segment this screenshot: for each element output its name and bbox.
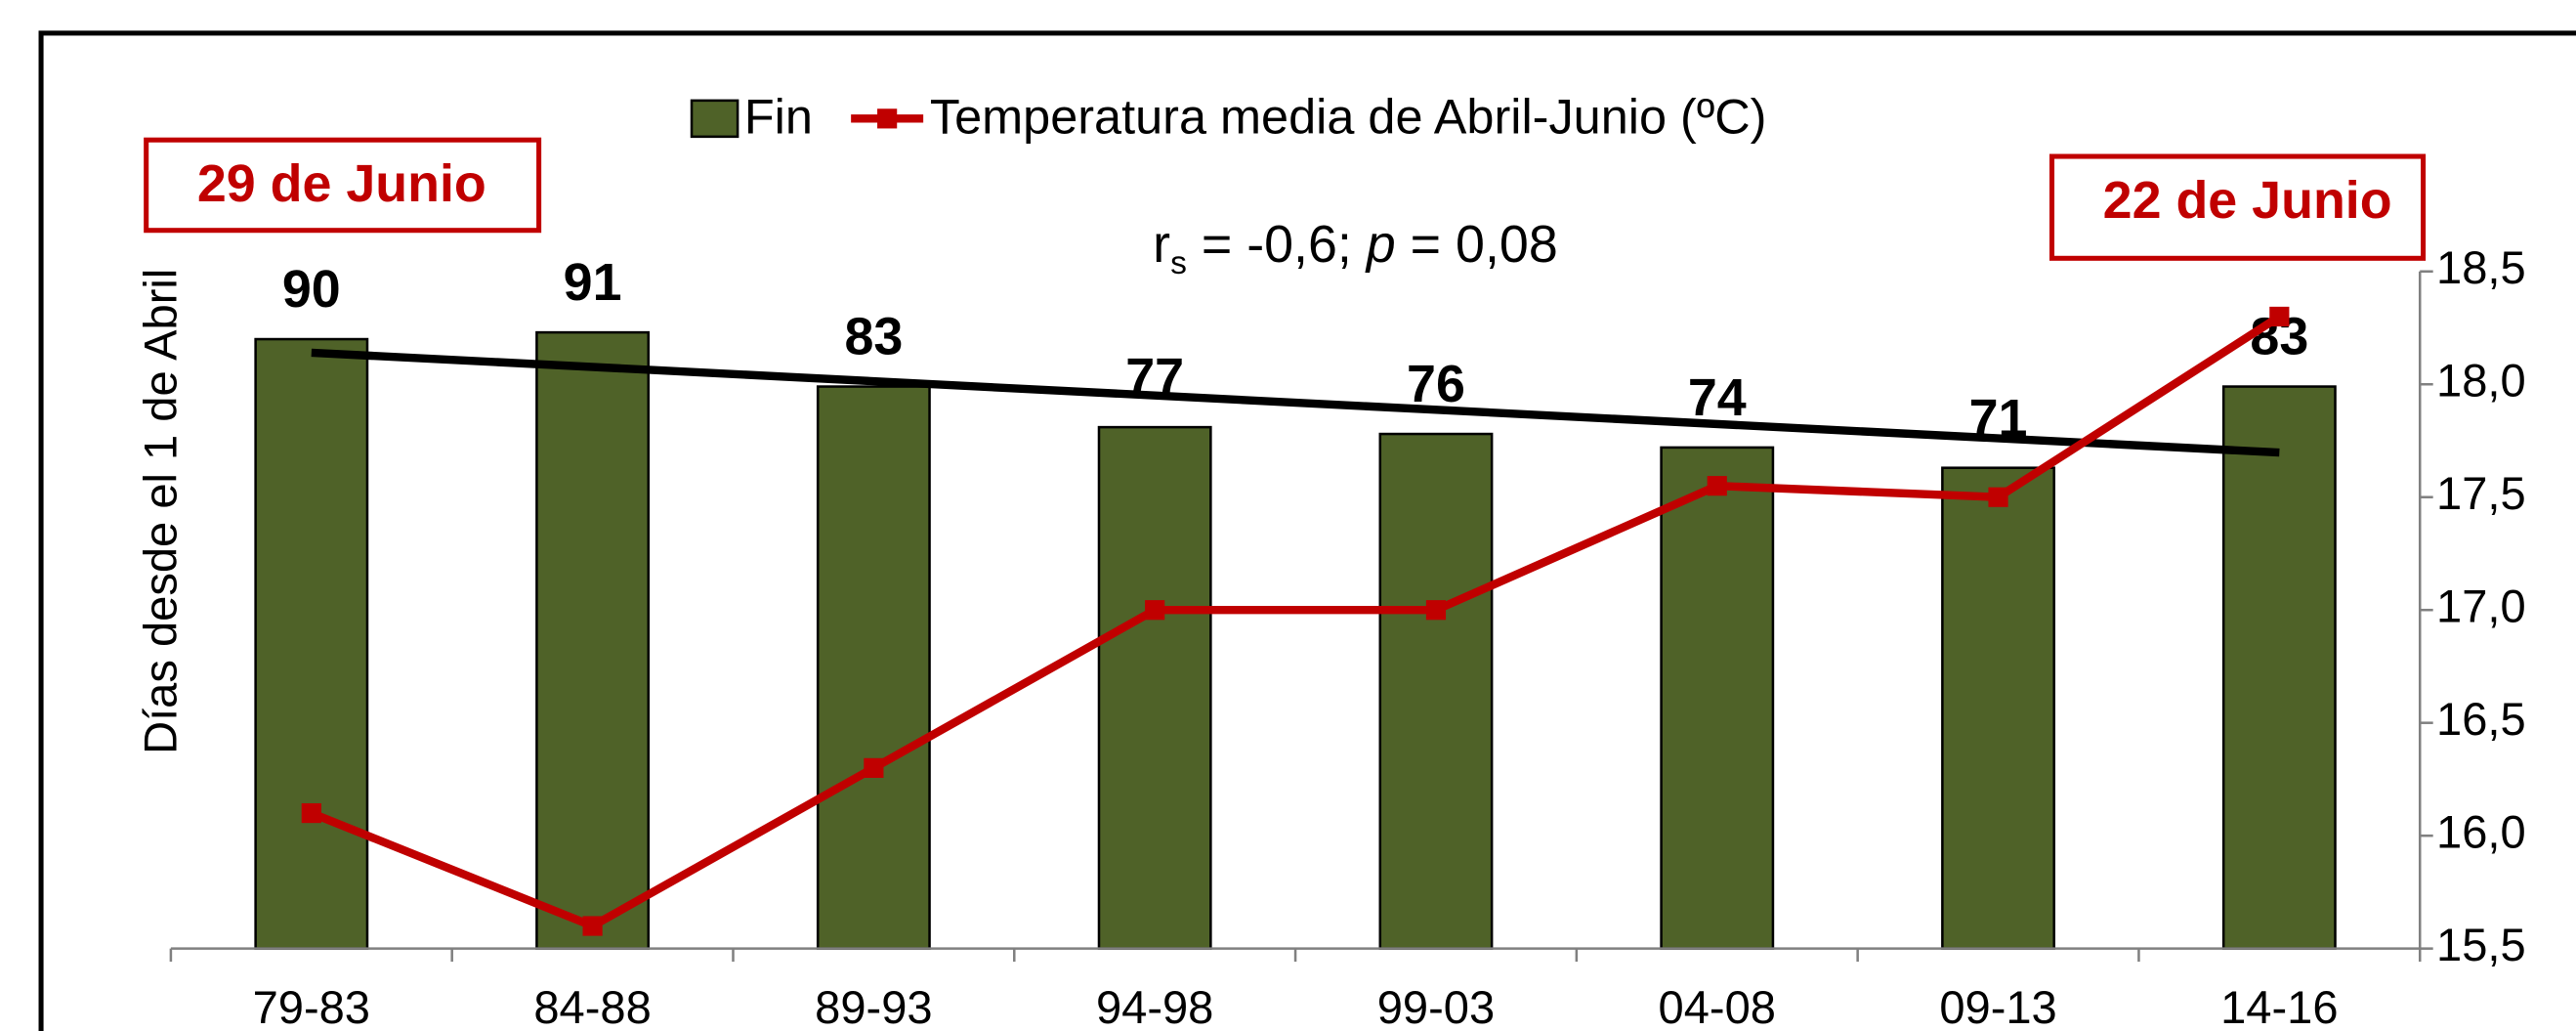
x-tick-label: 99-03 — [1377, 981, 1495, 1031]
stat-text: rs = -0,6; p = 0,08 — [1153, 215, 1558, 280]
data-label: 90 — [282, 260, 341, 319]
chart-frame — [38, 30, 2576, 1031]
stat-part: s — [1170, 245, 1187, 281]
bar — [2221, 385, 2337, 950]
bar — [816, 385, 931, 950]
data-label: 83 — [844, 308, 903, 366]
data-label: 74 — [1688, 368, 1747, 427]
line — [310, 313, 2282, 931]
y2-tick-label: 17,5 — [2436, 467, 2526, 519]
legend-swatch — [690, 99, 739, 139]
y2-tick-label: 17,0 — [2436, 580, 2526, 632]
y2-tick-label: 16,5 — [2436, 693, 2526, 745]
data-label: 76 — [1407, 355, 1465, 413]
x-tick-label: 89-93 — [815, 981, 932, 1031]
legend-label: Temperatura media de Abril-Junio (ºC) — [930, 88, 1767, 144]
bar — [535, 330, 651, 950]
y-axis-label: Días desde el 1 de Abril — [135, 269, 187, 754]
line-marker — [1988, 487, 2008, 507]
x-tick-label: 94-98 — [1096, 981, 1213, 1031]
x-tick-label: 79-83 — [253, 981, 370, 1031]
line-marker — [2269, 306, 2290, 327]
data-label: 91 — [564, 253, 622, 312]
bar — [1941, 466, 2055, 950]
y2-tick-label: 15,5 — [2436, 919, 2526, 970]
bar — [1097, 425, 1212, 950]
y2-tick-label: 18,5 — [2436, 241, 2526, 293]
line-marker — [582, 916, 603, 936]
stat-part: p — [1365, 215, 1396, 274]
x-tick-label: 04-08 — [1659, 981, 1776, 1031]
line-marker — [1425, 600, 1447, 621]
stat-part: = -0,6; — [1187, 215, 1367, 274]
legend-marker — [877, 108, 898, 129]
y2-tick-label: 16,0 — [2436, 806, 2526, 858]
line-marker — [301, 802, 321, 824]
line-marker — [1145, 600, 1165, 621]
annotation-box — [144, 137, 542, 234]
x-tick-label: 09-13 — [1939, 981, 2056, 1031]
legend-label: Fin — [744, 88, 813, 144]
y2-tick-label: 18,0 — [2436, 355, 2526, 407]
bar — [1378, 432, 1494, 950]
annotation-box — [2048, 153, 2427, 261]
annotation: 29 de Junio — [197, 154, 486, 213]
bar — [254, 337, 369, 950]
trendline — [311, 348, 2280, 457]
bar — [1660, 446, 1775, 950]
line-marker — [1707, 476, 1727, 496]
line-marker — [864, 757, 884, 778]
x-tick-label: 14-16 — [2220, 981, 2338, 1031]
stat-part: = 0,08 — [1396, 215, 1558, 274]
stat-part: r — [1153, 215, 1170, 274]
annotation: 22 de Junio — [2103, 171, 2392, 230]
x-tick-label: 84-88 — [533, 981, 651, 1031]
